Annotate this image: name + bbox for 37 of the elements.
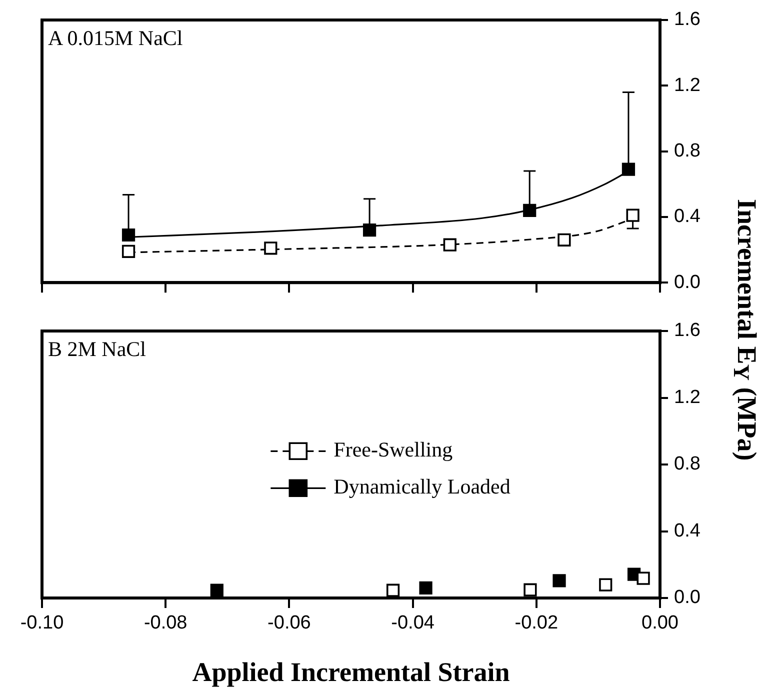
point	[122, 244, 136, 258]
x-tick-label: -0.06	[268, 612, 311, 634]
point	[210, 584, 224, 597]
point	[626, 208, 640, 222]
legend-label: Dynamically Loaded	[334, 474, 511, 499]
legend-label: Free-Swelling	[334, 438, 454, 462]
x-tick-label: 0.00	[642, 612, 678, 634]
y-tick-label: 0.4	[674, 206, 701, 228]
x-tick-label: -0.04	[391, 612, 435, 634]
point	[386, 584, 400, 597]
y-tick-label: 1.2	[674, 386, 700, 408]
point	[122, 228, 136, 242]
chart-title: A 0.015M NaCl	[48, 26, 183, 51]
y-tick-label: 1.6	[674, 9, 700, 30]
y-tick-label: 0.0	[674, 272, 700, 293]
point	[523, 204, 536, 217]
point	[622, 162, 636, 176]
y-tick-label: 0.8	[674, 454, 700, 475]
x-tick-label: -0.08	[144, 612, 188, 634]
point	[558, 233, 571, 246]
point	[524, 583, 537, 596]
x-axis-title: Applied Incremental Strain	[192, 656, 510, 687]
x-tick-label: -0.10	[20, 612, 64, 634]
chart-title: B 2M NaCl	[48, 337, 146, 362]
x-tick-label: -0.02	[514, 612, 558, 634]
point	[264, 242, 278, 255]
point	[443, 238, 456, 252]
y-tick-label: 0.8	[674, 140, 700, 162]
point	[636, 572, 650, 585]
y-tick-label: 1.2	[674, 74, 700, 96]
y-tick-label: 0.0	[674, 587, 700, 608]
point	[599, 578, 612, 592]
y-tick-label: 1.6	[674, 320, 700, 342]
point	[362, 224, 376, 237]
point	[419, 581, 432, 595]
y-tick-label: 0.4	[674, 520, 701, 542]
point	[552, 574, 566, 588]
